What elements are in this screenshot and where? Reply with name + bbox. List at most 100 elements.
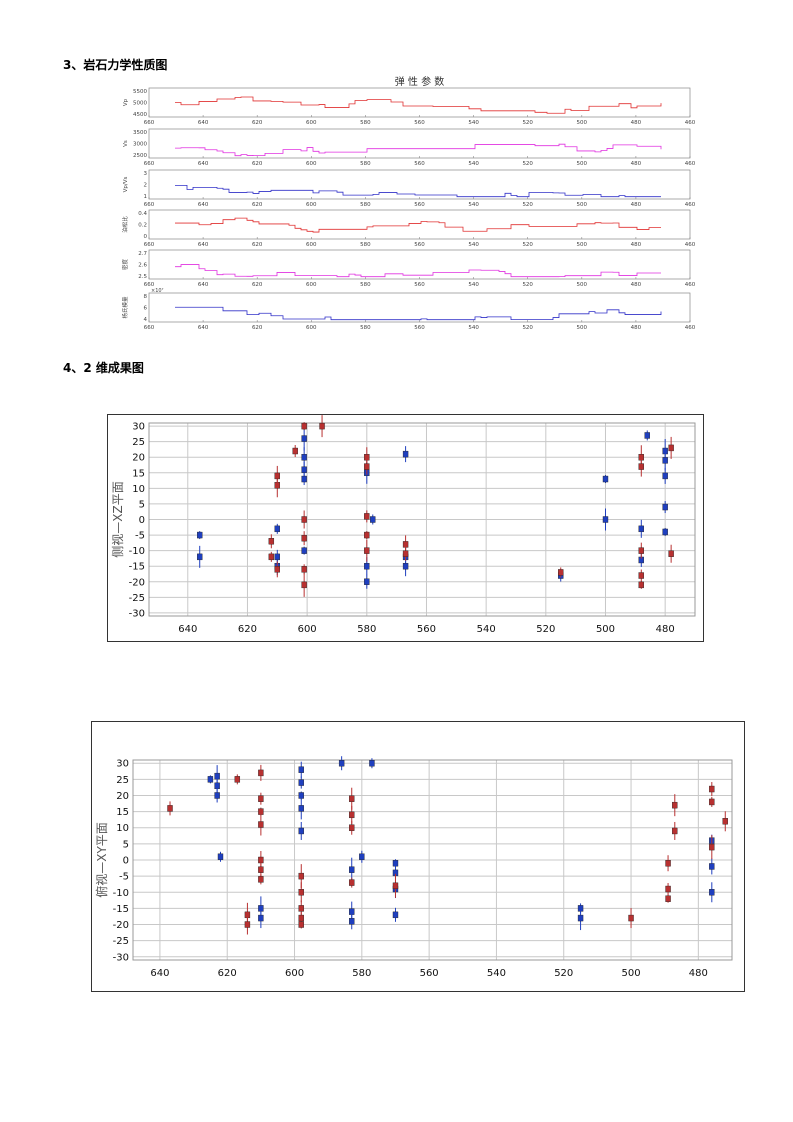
x-tick-label: 520 xyxy=(536,624,555,635)
x-tick-label: 640 xyxy=(178,624,197,635)
x-tick-label: 480 xyxy=(631,282,642,288)
x-tick-label: 600 xyxy=(298,624,317,635)
y-tick-label: -20 xyxy=(113,920,129,931)
x-tick-label: 620 xyxy=(218,968,237,979)
x-tick-label: 480 xyxy=(656,624,675,635)
data-point xyxy=(364,513,370,520)
data-point xyxy=(217,853,224,860)
x-tick-label: 580 xyxy=(360,120,371,126)
x-tick-label: 660 xyxy=(144,202,155,208)
elastic-panel-2 xyxy=(148,128,691,159)
x-tick-label: 660 xyxy=(144,282,155,288)
y-tick-label: 15 xyxy=(132,468,145,479)
y-tick-label: 25 xyxy=(116,775,129,786)
data-point xyxy=(402,562,409,570)
panel-ylabel: Vp/Vs xyxy=(123,177,129,193)
elastic-curve-4 xyxy=(175,217,661,233)
data-point xyxy=(298,905,304,912)
x-tick-label: 580 xyxy=(360,242,371,248)
elastic-title: 弹 性 参 数 xyxy=(395,75,445,88)
y-tick-label: -25 xyxy=(129,593,145,604)
y-axis-label: 俯视—XY平面 xyxy=(94,822,109,898)
data-point xyxy=(274,472,280,480)
x-tick-label: 620 xyxy=(252,161,263,167)
data-point xyxy=(338,760,345,767)
x-tick-label: 540 xyxy=(468,282,479,288)
data-point xyxy=(301,547,307,554)
data-point xyxy=(301,581,307,589)
x-tick-label: 580 xyxy=(360,202,371,208)
x-tick-label: 600 xyxy=(306,242,317,248)
panel-ylabel: 密度 xyxy=(121,259,129,271)
x-tick-label: 660 xyxy=(144,325,155,331)
y-tick-label: -25 xyxy=(113,936,129,947)
data-point xyxy=(268,553,275,561)
data-point xyxy=(298,766,304,773)
data-point xyxy=(268,538,275,545)
y-tick-label: -15 xyxy=(113,904,129,915)
x-tick-label: 600 xyxy=(306,325,317,331)
data-point xyxy=(274,553,280,561)
y-tick-label: -30 xyxy=(129,608,145,619)
y-tick-label: 8 xyxy=(144,294,148,300)
x-tick-label: 500 xyxy=(577,282,588,288)
x-tick-label: 660 xyxy=(144,120,155,126)
data-point xyxy=(709,785,715,793)
y-tick-label: 1 xyxy=(144,194,148,200)
data-point xyxy=(319,422,325,430)
data-point xyxy=(364,547,370,554)
x-tick-label: 620 xyxy=(252,242,263,248)
data-point xyxy=(628,914,634,922)
section-4-heading: 4、2 维成果图 xyxy=(63,361,144,375)
panel-ylabel: 泊松比 xyxy=(121,216,129,233)
elastic-curve-3 xyxy=(175,184,661,198)
y-tick-label: 10 xyxy=(132,484,145,495)
x-tick-label: 600 xyxy=(306,120,317,126)
x-tick-label: 500 xyxy=(577,242,588,248)
elastic-panel-5 xyxy=(148,249,691,280)
data-point xyxy=(668,444,674,452)
data-point xyxy=(668,550,674,557)
elastic-panel-4 xyxy=(148,209,691,240)
x-tick-label: 560 xyxy=(414,120,425,126)
data-point xyxy=(638,572,644,579)
x-tick-label: 480 xyxy=(631,325,642,331)
y-tick-label: 2.5 xyxy=(138,274,147,280)
y-tick-label: 15 xyxy=(116,807,129,818)
data-point xyxy=(402,550,409,557)
panel-ylabel: 杨氏模量 xyxy=(121,296,129,319)
x-tick-label: 660 xyxy=(144,242,155,248)
data-point xyxy=(298,779,304,786)
data-point xyxy=(644,432,650,439)
data-point xyxy=(665,885,671,893)
data-point xyxy=(665,895,671,902)
x-tick-label: 560 xyxy=(420,968,439,979)
y-tick-label: 3 xyxy=(144,171,148,177)
y-tick-label: -10 xyxy=(129,546,145,557)
data-point xyxy=(359,853,365,860)
y-tick-label: 2500 xyxy=(133,153,147,159)
data-point xyxy=(672,801,678,809)
data-point xyxy=(638,525,644,533)
x-tick-label: 560 xyxy=(414,202,425,208)
data-point xyxy=(301,516,307,523)
data-point xyxy=(234,776,241,783)
y-tick-label: 3500 xyxy=(133,130,147,136)
y-tick-label: -5 xyxy=(135,531,145,542)
x-tick-label: 500 xyxy=(621,968,640,979)
x-tick-label: 460 xyxy=(685,202,695,208)
x-tick-label: 520 xyxy=(554,968,573,979)
data-point xyxy=(258,876,264,883)
data-point xyxy=(349,879,355,886)
data-point xyxy=(167,805,173,812)
y-tick-label: 2.7 xyxy=(138,251,147,257)
data-point xyxy=(298,914,304,922)
data-point xyxy=(298,827,304,835)
data-point xyxy=(602,475,609,483)
x-tick-label: 600 xyxy=(306,161,317,167)
y-tick-label: 6 xyxy=(144,306,148,312)
y-tick-label: 20 xyxy=(132,453,145,464)
plot-area xyxy=(148,422,696,617)
x-tick-label: 500 xyxy=(596,624,615,635)
